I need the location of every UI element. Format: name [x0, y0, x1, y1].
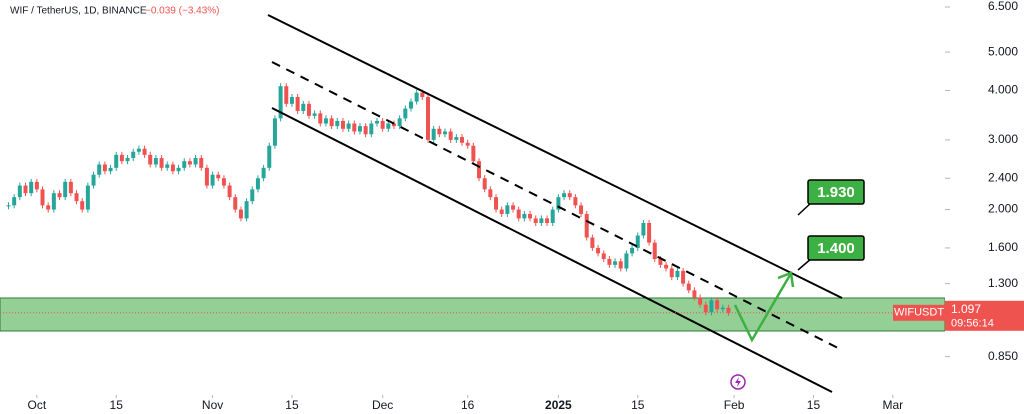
y-tick-label: 2.400: [988, 170, 1018, 184]
y-tick-label: 5.000: [988, 44, 1018, 58]
x-tick-label: 15: [285, 398, 299, 412]
x-tick-label: 15: [807, 398, 821, 412]
y-tick-label: 1.600: [988, 240, 1018, 254]
event-bolt: [735, 377, 741, 387]
price-tag: [945, 300, 1024, 331]
projection-arrow: [733, 274, 792, 343]
ticker-label: WIFUSDT: [894, 307, 944, 319]
x-tick-label: Nov: [202, 398, 223, 412]
change: −0.039 (−3.43%): [145, 6, 220, 17]
channel-upper: [267, 14, 843, 299]
last-price: 1.097: [951, 302, 981, 316]
price-axis: [945, 0, 1024, 414]
target-label: 1.930: [817, 184, 855, 201]
x-tick-label: 2025: [545, 398, 572, 412]
channel-mid: [271, 61, 839, 349]
x-tick-label: 16: [461, 398, 475, 412]
y-tick-label: 1.300: [988, 276, 1018, 290]
target-box: [807, 179, 865, 205]
event-icon[interactable]: [730, 374, 746, 390]
ticker-tag: [893, 304, 945, 321]
x-tick-label: Feb: [724, 398, 745, 412]
arrow-head: [777, 271, 795, 288]
symbol: WIF / TetherUS, 1D, BINANCE: [10, 6, 147, 17]
x-tick-label: Mar: [883, 398, 904, 412]
target-box: [807, 235, 865, 261]
channel-lower: [271, 107, 833, 393]
y-tick-label: 0.850: [988, 349, 1018, 363]
x-tick-label: Oct: [28, 398, 47, 412]
y-tick-label: 2.000: [988, 202, 1018, 216]
candles: [6, 83, 731, 316]
x-tick-label: Dec: [372, 398, 393, 412]
y-tick-label: 3.000: [988, 132, 1018, 146]
countdown: 09:56:14: [951, 318, 994, 330]
support-zone: [0, 297, 946, 332]
x-tick-label: 15: [631, 398, 645, 412]
y-tick-label: 4.000: [988, 83, 1018, 97]
target-label: 1.400: [817, 240, 855, 257]
x-tick-label: 15: [110, 398, 124, 412]
y-tick-label: 6.500: [988, 0, 1018, 13]
